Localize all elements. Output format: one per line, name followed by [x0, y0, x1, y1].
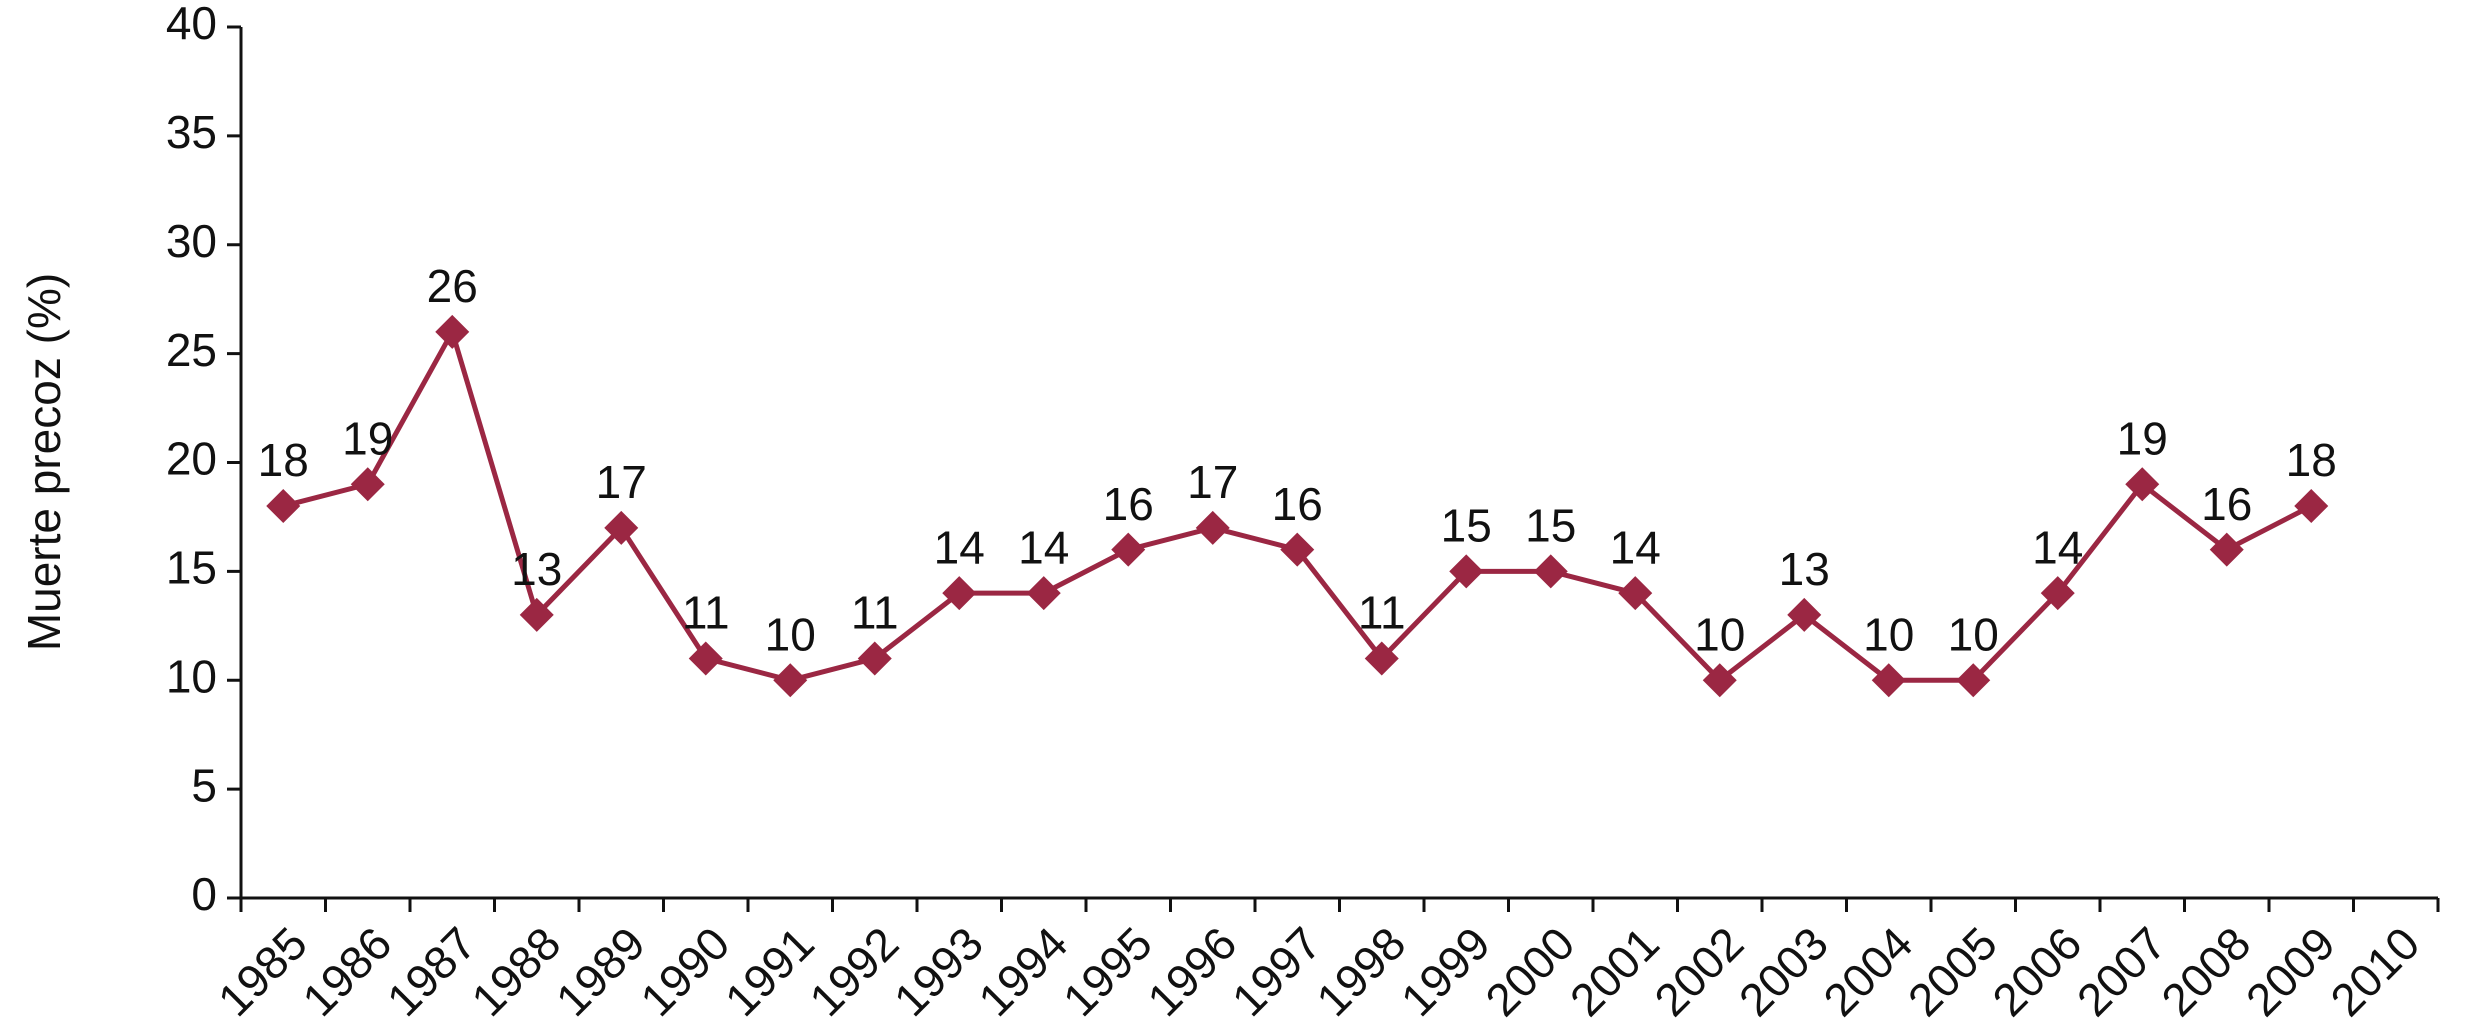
x-tick-label: 2001	[1560, 917, 1669, 1026]
x-tick-label: 1990	[630, 917, 739, 1026]
marker	[266, 489, 301, 524]
x-tick-label: 2008	[2151, 917, 2260, 1026]
marker	[1195, 510, 1230, 545]
data-label: 15	[1441, 500, 1492, 552]
x-tick-label: 2006	[1982, 917, 2091, 1026]
marker	[688, 641, 723, 676]
x-tick-label: 1998	[1306, 917, 1415, 1026]
y-tick-label: 30	[166, 215, 217, 267]
y-tick-label: 5	[191, 759, 217, 811]
x-tick-label: 2000	[1475, 917, 1584, 1026]
marker	[857, 641, 892, 676]
data-label: 14	[2032, 521, 2083, 573]
marker	[1111, 532, 1146, 567]
x-tick-label: 1985	[208, 917, 317, 1026]
data-label: 11	[682, 587, 730, 639]
y-tick-label: 35	[166, 106, 217, 158]
data-label: 10	[1863, 608, 1914, 660]
data-label: 10	[1694, 608, 1745, 660]
x-tick-label: 1993	[884, 917, 993, 1026]
marker	[1956, 663, 1991, 698]
marker	[2125, 467, 2160, 502]
x-tick-label: 1991	[715, 917, 824, 1026]
y-tick-label: 25	[166, 324, 217, 376]
x-tick-label: 2003	[1729, 917, 1838, 1026]
y-tick-label: 15	[166, 542, 217, 594]
x-tick-label: 2007	[2067, 917, 2176, 1026]
x-tick-label: 2009	[2236, 917, 2345, 1026]
data-label: 16	[1272, 478, 1323, 530]
x-tick-label: 1995	[1053, 917, 1162, 1026]
marker	[519, 597, 554, 632]
data-label: 17	[596, 456, 647, 508]
marker	[1280, 532, 1315, 567]
marker	[1533, 554, 1568, 589]
marker	[2040, 576, 2075, 611]
marker	[1702, 663, 1737, 698]
x-tick-label: 2004	[1813, 917, 1922, 1026]
data-label: 13	[1779, 543, 1830, 595]
marker	[942, 576, 977, 611]
data-label: 17	[1187, 456, 1238, 508]
data-label: 14	[1610, 521, 1661, 573]
data-label: 16	[1103, 478, 1154, 530]
x-tick-label: 1994	[968, 917, 1077, 1026]
x-tick-label: 1997	[1222, 917, 1331, 1026]
data-label: 11	[1358, 587, 1406, 639]
x-tick-label: 1987	[377, 917, 486, 1026]
data-label: 14	[1018, 521, 1069, 573]
x-tick-label: 1996	[1137, 917, 1246, 1026]
data-label: 15	[1525, 500, 1576, 552]
y-tick-label: 10	[166, 650, 217, 702]
x-tick-label: 1989	[546, 917, 655, 1026]
data-label: 10	[765, 608, 816, 660]
marker	[1618, 576, 1653, 611]
data-label: 11	[851, 587, 899, 639]
marker	[1364, 641, 1399, 676]
marker	[1026, 576, 1061, 611]
x-tick-label: 2010	[2320, 917, 2429, 1026]
data-label: 18	[258, 434, 309, 486]
marker	[350, 467, 385, 502]
marker	[2209, 532, 2244, 567]
data-label: 19	[342, 412, 393, 464]
data-label: 19	[2117, 412, 2168, 464]
x-tick-label: 2002	[1644, 917, 1753, 1026]
x-tick-label: 1992	[799, 917, 908, 1026]
marker	[2294, 489, 2329, 524]
x-tick-label: 1988	[461, 917, 570, 1026]
y-tick-label: 20	[166, 433, 217, 485]
marker	[1449, 554, 1484, 589]
data-label: 10	[1948, 608, 1999, 660]
marker	[773, 663, 808, 698]
data-label: 13	[511, 543, 562, 595]
marker	[435, 314, 470, 349]
y-tick-label: 0	[191, 868, 217, 920]
y-tick-label: 40	[166, 0, 217, 49]
marker	[1787, 597, 1822, 632]
data-label: 16	[2201, 478, 2252, 530]
marker	[1871, 663, 1906, 698]
data-label: 18	[2286, 434, 2337, 486]
marker	[604, 510, 639, 545]
x-tick-label: 1986	[292, 917, 401, 1026]
data-label: 26	[427, 260, 478, 312]
y-axis-title: Muerte precoz (%)	[18, 273, 70, 651]
x-tick-label: 2005	[1898, 917, 2007, 1026]
data-label: 14	[934, 521, 985, 573]
x-tick-label: 1999	[1391, 917, 1500, 1026]
